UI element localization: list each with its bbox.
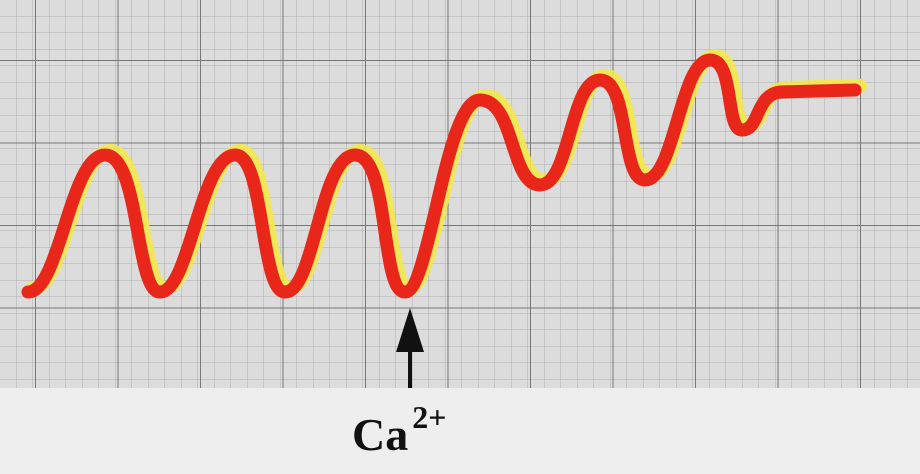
- ion-charge: 2+: [412, 399, 446, 435]
- page: {"label": {"base": "Ca", "superscript": …: [0, 0, 920, 474]
- ion-symbol: Ca: [352, 409, 408, 460]
- recording-figure: Ca2+: [0, 0, 920, 474]
